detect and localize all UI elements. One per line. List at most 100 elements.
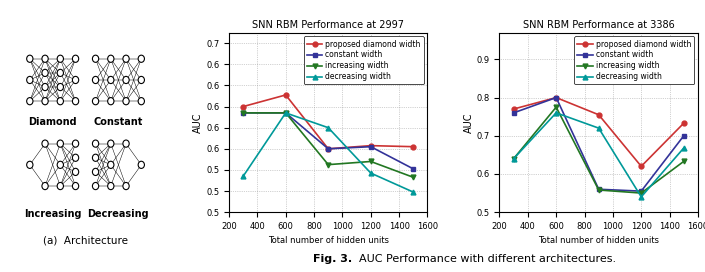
Circle shape <box>57 69 63 76</box>
Text: (a)  Architecture: (a) Architecture <box>43 236 128 246</box>
decreasing width <box>367 171 375 175</box>
Line: proposed diamond width: proposed diamond width <box>240 92 416 151</box>
Line: increasing width: increasing width <box>240 110 416 180</box>
Circle shape <box>92 76 99 84</box>
Circle shape <box>92 55 99 62</box>
Legend: proposed diamond width, constant width, increasing width, decreasing width: proposed diamond width, constant width, … <box>575 36 694 84</box>
Circle shape <box>73 98 79 105</box>
proposed diamond width <box>510 107 518 111</box>
proposed diamond width <box>367 144 375 147</box>
Circle shape <box>42 69 48 76</box>
proposed diamond width <box>409 145 417 148</box>
constant width <box>409 167 417 171</box>
Circle shape <box>92 183 99 190</box>
Circle shape <box>138 55 145 62</box>
Circle shape <box>108 76 114 84</box>
Circle shape <box>73 168 79 175</box>
Circle shape <box>123 183 129 190</box>
Line: decreasing width: decreasing width <box>511 110 686 199</box>
constant width <box>594 188 603 191</box>
Circle shape <box>27 76 33 84</box>
proposed diamond width <box>281 93 290 97</box>
Circle shape <box>27 55 33 62</box>
increasing width <box>324 163 333 166</box>
Text: Decreasing: Decreasing <box>87 209 149 219</box>
decreasing width <box>637 195 646 199</box>
Line: constant width: constant width <box>240 110 416 171</box>
increasing width <box>680 160 688 163</box>
Text: Fig. 3.: Fig. 3. <box>314 254 352 264</box>
Circle shape <box>57 98 63 105</box>
Circle shape <box>108 55 114 62</box>
decreasing width <box>680 146 688 150</box>
X-axis label: Total number of hidden units: Total number of hidden units <box>538 236 659 245</box>
Circle shape <box>123 140 129 147</box>
Circle shape <box>27 161 33 168</box>
constant width <box>367 145 375 148</box>
Circle shape <box>57 183 63 190</box>
Circle shape <box>42 98 48 105</box>
Circle shape <box>73 154 79 161</box>
constant width <box>510 111 518 115</box>
Circle shape <box>123 98 129 105</box>
Circle shape <box>138 98 145 105</box>
increasing width <box>367 160 375 163</box>
Circle shape <box>108 161 114 168</box>
Circle shape <box>92 98 99 105</box>
constant width <box>680 134 688 137</box>
Circle shape <box>27 98 33 105</box>
Circle shape <box>123 55 129 62</box>
Circle shape <box>57 140 63 147</box>
X-axis label: Total number of hidden units: Total number of hidden units <box>268 236 388 245</box>
Circle shape <box>42 84 48 91</box>
constant width <box>324 147 333 150</box>
Circle shape <box>138 76 145 84</box>
increasing width <box>409 176 417 179</box>
Circle shape <box>57 55 63 62</box>
proposed diamond width <box>239 105 247 108</box>
Circle shape <box>73 76 79 84</box>
increasing width <box>510 157 518 160</box>
decreasing width <box>324 126 333 129</box>
Line: proposed diamond width: proposed diamond width <box>511 95 686 169</box>
Circle shape <box>73 183 79 190</box>
Y-axis label: AUC: AUC <box>193 112 203 133</box>
Text: AUC Performance with different architectures.: AUC Performance with different architect… <box>352 254 617 264</box>
Circle shape <box>108 140 114 147</box>
Circle shape <box>108 183 114 190</box>
Circle shape <box>108 98 114 105</box>
Y-axis label: AUC: AUC <box>464 112 474 133</box>
Circle shape <box>42 55 48 62</box>
Circle shape <box>42 140 48 147</box>
increasing width <box>594 188 603 192</box>
proposed diamond width <box>324 147 333 150</box>
Circle shape <box>92 154 99 161</box>
proposed diamond width <box>680 122 688 125</box>
Circle shape <box>73 55 79 62</box>
Circle shape <box>57 161 63 168</box>
Line: increasing width: increasing width <box>511 105 686 196</box>
constant width <box>239 111 247 115</box>
decreasing width <box>552 111 560 115</box>
proposed diamond width <box>552 96 560 99</box>
decreasing width <box>594 126 603 130</box>
increasing width <box>637 191 646 195</box>
Line: constant width: constant width <box>511 95 686 194</box>
increasing width <box>552 106 560 109</box>
Circle shape <box>92 140 99 147</box>
Text: Increasing: Increasing <box>24 209 82 219</box>
increasing width <box>281 111 290 115</box>
constant width <box>552 96 560 99</box>
decreasing width <box>409 190 417 194</box>
proposed diamond width <box>594 113 603 116</box>
Circle shape <box>138 161 145 168</box>
Title: SNN RBM Performance at 3386: SNN RBM Performance at 3386 <box>523 20 675 30</box>
increasing width <box>239 111 247 115</box>
constant width <box>637 190 646 193</box>
Text: Constant: Constant <box>94 118 143 127</box>
constant width <box>281 111 290 115</box>
decreasing width <box>510 157 518 160</box>
Circle shape <box>123 76 129 84</box>
Circle shape <box>57 84 63 91</box>
Text: Diamond: Diamond <box>28 118 77 127</box>
